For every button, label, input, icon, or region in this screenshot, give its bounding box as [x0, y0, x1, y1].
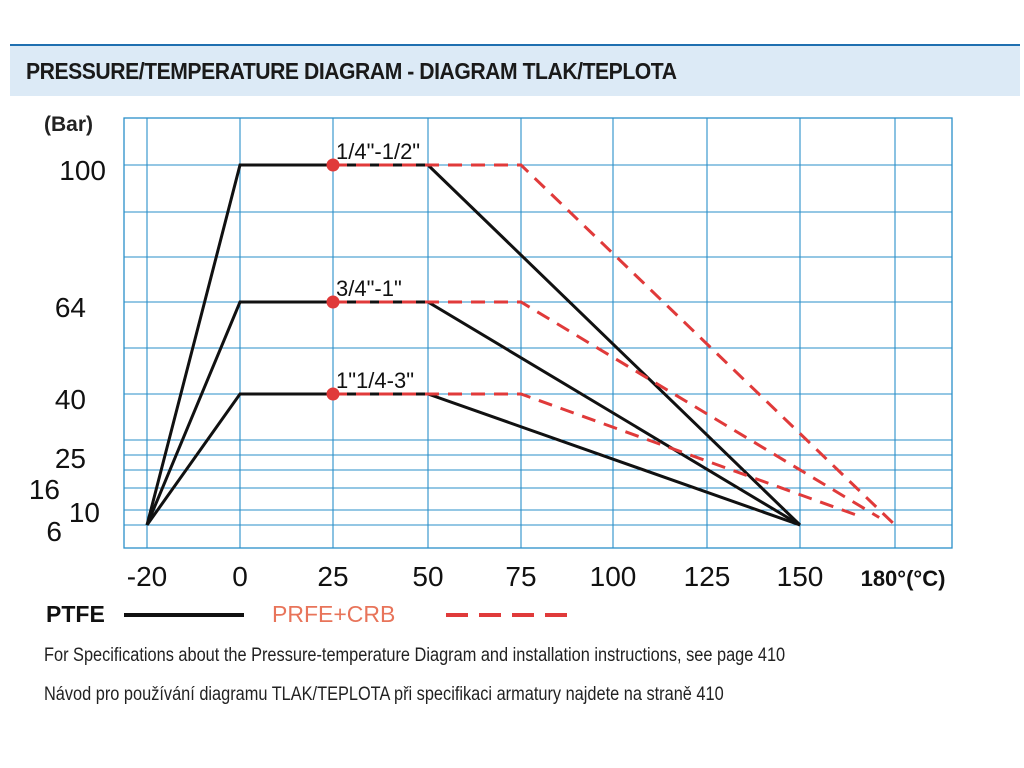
data-point-marker-2	[326, 387, 340, 401]
prfe-crb-line-4	[333, 300, 880, 519]
data-point-marker-0	[326, 158, 340, 172]
y-tick-label: 100	[59, 155, 106, 186]
legend-label-prfe-crb: PRFE+CRB	[272, 601, 395, 627]
x-tick-label: 25	[317, 561, 348, 592]
y-tick-label: 25	[55, 443, 86, 474]
x-tick-label: 50	[412, 561, 443, 592]
y-tick-label: 16	[29, 474, 60, 505]
data-point-marker-1	[326, 295, 340, 309]
note-specifications-en: For Specifications about the Pressure-te…	[44, 645, 786, 666]
y-tick-label: 6	[46, 516, 62, 547]
chart-markers	[326, 158, 340, 401]
grid-frame	[123, 117, 953, 549]
x-tick-label: 0	[232, 561, 248, 592]
x-tick-label: 125	[684, 561, 731, 592]
chart-legend: PTFE PRFE+CRB	[46, 601, 576, 627]
y-tick-label: 40	[55, 384, 86, 415]
series-label-0: 1/4"-1/2"	[336, 139, 420, 164]
series-label-1: 3/4"-1"	[336, 276, 402, 301]
ptfe-line-0	[145, 163, 802, 527]
page-title: PRESSURE/TEMPERATURE DIAGRAM - DIAGRAM T…	[26, 58, 677, 84]
note-specifications-cz: Návod pro používání diagramu TLAK/TEPLOT…	[44, 684, 724, 705]
y-axis-label: (Bar)	[44, 113, 93, 136]
legend-label-ptfe: PTFE	[46, 601, 105, 627]
x-tick-label: 75	[505, 561, 536, 592]
x-tick-label: 150	[777, 561, 824, 592]
x-tick-label: -20	[127, 561, 167, 592]
x-axis-label: 180°(°C)	[861, 566, 946, 591]
prfe-crb-line-3	[333, 163, 897, 527]
y-tick-label: 64	[55, 292, 86, 323]
header-bar: PRESSURE/TEMPERATURE DIAGRAM - DIAGRAM T…	[10, 44, 1020, 96]
x-tick-label: 100	[590, 561, 637, 592]
y-tick-label: 10	[69, 497, 100, 528]
chart-labels: 1/4"-1/2"3/4"-1"1"1/4-3"(Bar)61016254064…	[29, 113, 946, 592]
prfe-crb-line-5	[333, 392, 864, 519]
series-label-2: 1"1/4-3"	[336, 368, 414, 393]
